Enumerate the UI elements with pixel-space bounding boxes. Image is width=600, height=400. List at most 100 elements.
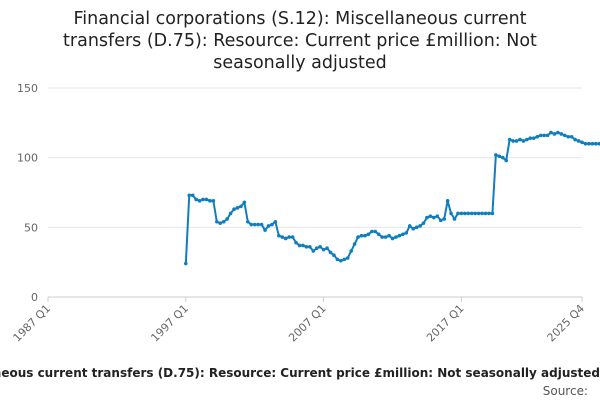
data-point [480,211,484,216]
data-point [411,226,415,231]
data-point [376,232,381,237]
data-point [287,235,291,239]
data-point [476,211,481,216]
data-point [304,245,309,249]
data-point [294,240,298,245]
data-point [208,199,212,203]
data-point [490,211,495,216]
series-line-0 [184,131,600,264]
x-tick-label: 1997 Q1 [148,302,191,345]
data-point [311,249,316,253]
data-point [428,214,433,218]
y-tick-label: 0 [31,291,38,304]
data-point [356,235,360,239]
data-point [380,235,384,239]
data-point [332,253,336,257]
data-point [187,193,192,198]
data-point [215,219,219,224]
data-point [383,235,388,239]
data-point [449,211,453,216]
data-point [438,218,443,223]
data-point [587,141,591,146]
data-point [497,154,502,159]
data-point [339,258,343,263]
data-point [232,207,236,212]
x-tick-label: 2007 Q1 [286,302,329,345]
data-point [459,211,464,216]
data-point [593,141,598,146]
data-point [283,236,288,241]
data-point [531,136,536,140]
data-point [549,130,553,135]
data-point [545,133,550,138]
data-point [590,141,595,146]
y-axis-ticks: 0 50 100 150 [17,82,38,304]
data-point [452,217,457,221]
data-point [414,225,419,230]
data-point [328,250,333,255]
data-point [239,204,243,209]
data-point [542,133,546,138]
y-tick-label: 150 [17,82,38,95]
data-point [349,249,353,253]
data-point [211,199,216,203]
data-point [335,257,340,262]
y-tick-label: 100 [17,152,38,165]
data-point [370,229,374,234]
data-point [228,211,233,216]
data-point [463,211,467,216]
data-point [525,137,529,142]
data-point [390,236,395,241]
data-point [201,197,205,202]
data-point [277,233,281,238]
data-point [507,137,512,142]
data-point [518,137,522,142]
data-point [273,219,278,224]
data-point [373,229,378,234]
data-point [314,246,319,251]
data-point [342,257,347,262]
data-point [259,222,264,227]
data-point [442,217,446,221]
data-point [352,242,357,246]
data-point [569,134,574,139]
data-point [221,219,226,224]
x-tick-label: 2017 Q1 [424,302,467,345]
data-point [263,228,267,232]
data-point [270,222,274,227]
data-point [573,137,577,142]
data-point [407,224,412,228]
data-point [432,215,436,220]
data-point [487,211,491,216]
data-point [345,256,350,260]
data-point [252,222,257,227]
data-point [318,245,322,249]
data-point [583,141,588,146]
chart-title: Financial corporations (S.12): Miscellan… [63,9,537,73]
series-layer [184,130,600,266]
data-point [321,247,326,252]
data-point [418,224,422,228]
data-point [504,158,509,163]
data-point [235,206,240,210]
data-point [500,155,505,160]
data-point [469,211,474,216]
data-point [456,211,460,216]
data-point [580,140,584,145]
x-tick-label: 2025 Q4 [545,302,588,345]
data-point [562,133,567,138]
gridlines [48,87,582,298]
data-point [514,139,519,143]
data-point [528,136,533,140]
data-point [249,222,254,227]
source-label: Source: [542,384,588,398]
data-point [197,199,202,203]
data-point [325,246,329,251]
data-point [242,200,247,205]
data-point [308,245,312,249]
data-point [576,139,581,143]
data-point [494,153,498,157]
data-point [511,139,515,143]
data-point [204,197,209,202]
